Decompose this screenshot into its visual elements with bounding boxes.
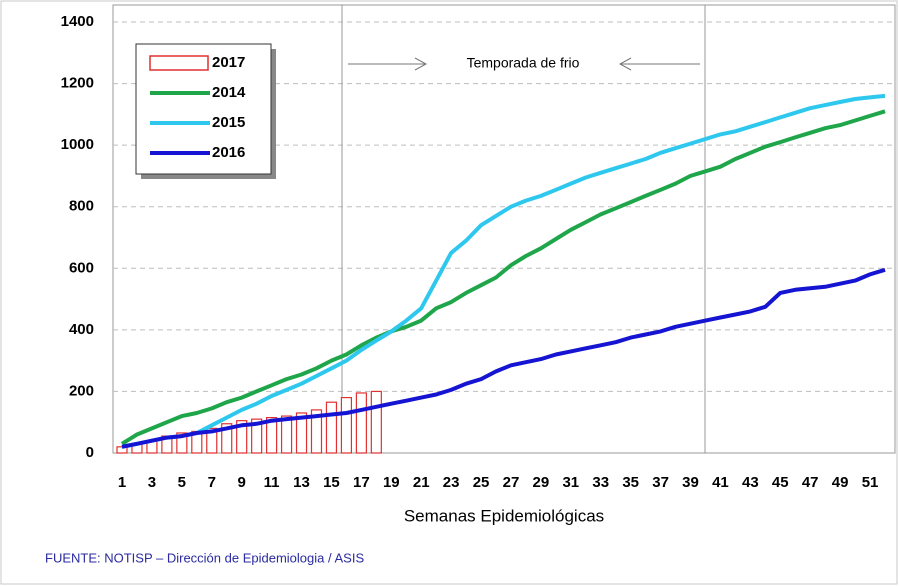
bar [310,409,323,454]
legend-items: 2017 2014 2015 2016 [149,54,246,161]
x-tick-label: 29 [533,474,550,491]
y-tick-label: 1000 [61,136,94,153]
x-tick-label: 41 [712,474,729,491]
bar [206,427,218,454]
legend: 2017 2014 2015 2016 [135,43,276,179]
x-tick-label: 49 [832,474,849,491]
bar [340,396,353,454]
x-tick-label: 35 [622,474,639,491]
bar [236,420,248,454]
legend-label: 2017 [212,54,245,71]
x-tick-label: 23 [443,474,460,491]
bar [370,390,382,454]
x-tick-label: 17 [353,474,370,491]
x-tick-label: 5 [178,474,186,491]
line-series [121,267,886,449]
season-arrows [348,57,700,71]
bar [266,416,278,454]
line-series [120,109,886,446]
x-tick-label: 51 [862,474,879,491]
x-tick-label: 15 [323,474,340,491]
bar [221,423,233,454]
x-tick-label: 25 [473,474,490,491]
x-tick-label: 47 [802,474,819,491]
bar [355,392,367,454]
x-tick-label: 3 [148,474,156,491]
y-tick-label: 400 [69,321,94,338]
y-tick-label: 200 [69,382,94,399]
legend-label: 2015 [212,114,245,131]
x-tick-label: 27 [503,474,520,491]
bar [295,412,308,454]
legend-label: 2014 [212,84,246,101]
source: FUENTE: NOTISP – Dirección de Epidemiolo… [45,550,364,565]
arrow-head [618,57,632,71]
arrow-head [414,57,428,71]
y-tick-label: 800 [69,198,94,215]
x-tick-label: 7 [208,474,216,491]
y-tick-label: 600 [69,259,94,276]
x-tick-label: 1 [118,474,126,491]
x-tick-label: 13 [293,474,310,491]
legend-swatch [149,55,209,71]
x-tick-label: 43 [742,474,759,491]
bar [176,432,188,454]
annotation: Temporada de frio [467,55,580,71]
x-tick-label: 37 [652,474,669,491]
x-tick-label: 33 [592,474,609,491]
marks [116,93,886,454]
y-tick-label: 1200 [61,75,94,92]
legend-label: 2016 [212,144,245,161]
x-tick-label: 9 [238,474,246,491]
line-series [121,93,886,449]
x-axis-label: Semanas Epidemiológicas [404,506,604,525]
bar [280,415,293,454]
x-tick-label: 21 [413,474,430,491]
bar [325,401,338,454]
x-tick-label: 11 [264,474,280,491]
bar [251,418,263,454]
bar [116,446,128,454]
x-tick-label: 39 [682,474,699,491]
x-tick-label: 19 [383,474,400,491]
x-tick-label: 31 [562,474,579,491]
y-tick-label: 1400 [61,13,94,30]
x-tick-label: 45 [772,474,789,491]
y-tick-label: 0 [86,444,94,461]
